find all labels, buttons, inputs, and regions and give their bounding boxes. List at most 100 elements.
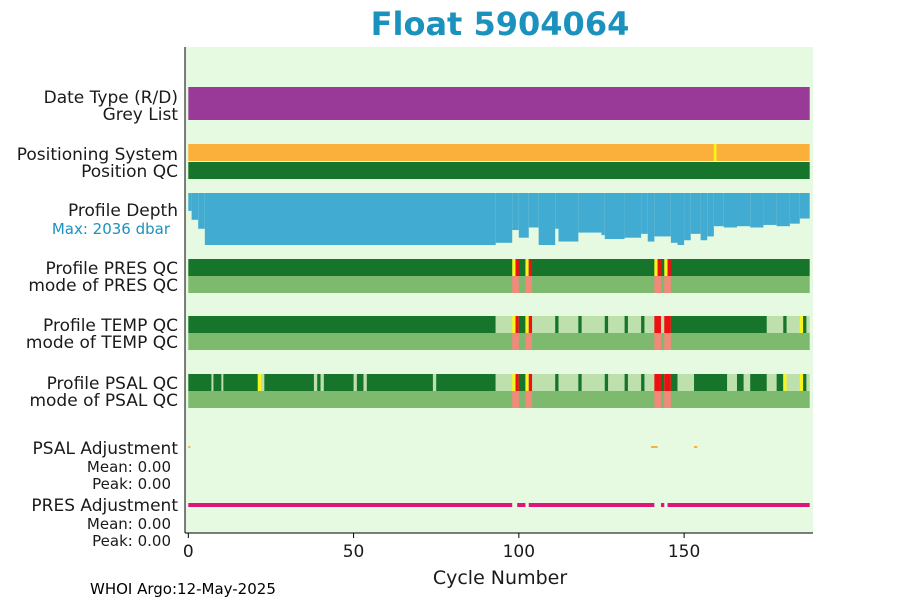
x-ticks: 0 50 100 150 — [183, 533, 700, 562]
pres-mode-segment — [664, 276, 671, 293]
profile-depth-bar — [677, 193, 685, 245]
temp-mode-segment — [525, 333, 533, 350]
psal-qc-segment — [694, 374, 728, 391]
profile-depth-bar — [578, 193, 602, 233]
profile-depth-bar — [750, 193, 764, 228]
label-psal-peak: Peak: 0.00 — [92, 475, 171, 493]
label-psal-adjustment: PSAL Adjustment — [33, 439, 179, 459]
temp-qc-segment — [578, 316, 582, 333]
psal-qc-segment — [515, 374, 519, 391]
pres-adjustment-line — [660, 503, 665, 507]
psal-qc-segment — [512, 374, 516, 391]
psal-qc-segment — [188, 374, 496, 391]
profile-depth-bar — [789, 193, 800, 224]
temp-qc-segment — [783, 316, 787, 333]
profile-depth-bar — [518, 193, 529, 238]
temp-qc-segment — [515, 316, 519, 333]
profile-depth-bar — [736, 193, 751, 227]
psal-qc-segment — [750, 374, 767, 391]
x-tick-label: 150 — [668, 542, 700, 562]
profile-depth-bar — [601, 193, 605, 236]
psal-qc-segment — [799, 374, 804, 391]
profile-depth-bar — [690, 193, 701, 234]
profile-depth-bar — [495, 193, 513, 243]
psal-mode-segment — [525, 391, 533, 408]
chart-title: Float 5904064 — [371, 5, 630, 43]
temp-qc-segment — [799, 316, 804, 333]
psal-mode-segment — [512, 391, 519, 408]
profile-depth-bar — [558, 193, 579, 242]
psal-qc-segment — [604, 374, 609, 391]
psal-qc-segment — [495, 374, 810, 391]
psal-qc-segment — [664, 374, 671, 391]
profile-depth-bar — [776, 193, 790, 227]
label-grey-list: Grey List — [103, 105, 179, 125]
profile-depth-bar — [624, 193, 642, 238]
profile-depth-bar — [670, 193, 678, 243]
psal-qc-segment — [363, 374, 367, 391]
label-positioning-system: Positioning System — [17, 145, 178, 165]
x-tick-label: 0 — [183, 542, 194, 562]
psal-qc-segment — [555, 374, 559, 391]
positioning-segment — [188, 144, 810, 161]
profile-depth-bar — [641, 193, 648, 234]
psal-qc-segment — [518, 374, 526, 391]
temp-qc-segment — [803, 316, 807, 333]
psal-mode-segment — [664, 391, 671, 408]
psal-qc-segment — [776, 374, 784, 391]
label-profile-depth: Profile Depth — [68, 201, 178, 221]
profile-depth-bar — [512, 193, 519, 231]
pres-adjustment-line — [517, 503, 526, 507]
psal-qc-segment — [670, 374, 678, 391]
pres-mode-segment — [512, 276, 519, 293]
pres-qc-segment — [664, 259, 668, 276]
profile-depth-bar — [707, 193, 714, 237]
psal-qc-segment — [313, 374, 318, 391]
temp-qc-segment — [670, 316, 767, 333]
label-pres-mode: mode of PRES QC — [28, 276, 178, 296]
temp-qc-segment — [518, 316, 526, 333]
temp-mode-segment — [512, 333, 519, 350]
profile-depth-bar — [188, 193, 192, 211]
psal-qc-segment — [578, 374, 582, 391]
label-temp-mode: mode of TEMP QC — [26, 333, 178, 353]
x-axis-label: Cycle Number — [433, 567, 567, 589]
profile-depth-bar — [723, 193, 737, 228]
psal-qc-segment — [211, 374, 214, 391]
label-pres-qc: Profile PRES QC — [45, 259, 178, 279]
label-psal-mean: Mean: 0.00 — [87, 458, 171, 476]
pres-adjustment-line — [188, 503, 513, 507]
temp-mode-segment — [654, 333, 661, 350]
profile-depth-bar — [647, 193, 655, 242]
psal-adjustment-mark — [694, 446, 698, 448]
label-max-depth: Max: 2036 dbar — [52, 220, 171, 238]
temp-qc-segment — [664, 316, 671, 333]
profile-depth-bar — [654, 193, 671, 237]
pres-qc-segment — [654, 259, 658, 276]
temp-mode-segment — [664, 333, 671, 350]
pres-qc-segment — [515, 259, 519, 276]
psal-qc-segment — [257, 374, 262, 391]
label-pres-peak: Peak: 0.00 — [92, 532, 171, 550]
label-temp-qc: Profile TEMP QC — [43, 316, 178, 336]
pres-mode-segment — [525, 276, 533, 293]
psal-qc-segment — [624, 374, 628, 391]
pres-qc-segment — [528, 259, 533, 276]
x-tick-label: 100 — [503, 542, 535, 562]
temp-qc-segment — [641, 316, 645, 333]
temp-qc-segment — [525, 316, 529, 333]
psal-qc-segment — [221, 374, 224, 391]
pres-adjustment-line — [528, 503, 655, 507]
profile-depth-bar — [204, 193, 496, 245]
temp-mode-segment — [188, 333, 810, 350]
profile-depth-bar — [684, 193, 691, 241]
psal-qc-segment — [803, 374, 807, 391]
psal-adjustment-mark — [651, 446, 658, 448]
profile-depth-bar — [604, 193, 625, 239]
label-psal-qc: Profile PSAL QC — [47, 374, 178, 394]
label-pres-mean: Mean: 0.00 — [87, 515, 171, 533]
pres-qc-segment — [525, 259, 529, 276]
profile-depth-bar — [191, 193, 199, 220]
label-psal-mode: mode of PSAL QC — [29, 391, 178, 411]
